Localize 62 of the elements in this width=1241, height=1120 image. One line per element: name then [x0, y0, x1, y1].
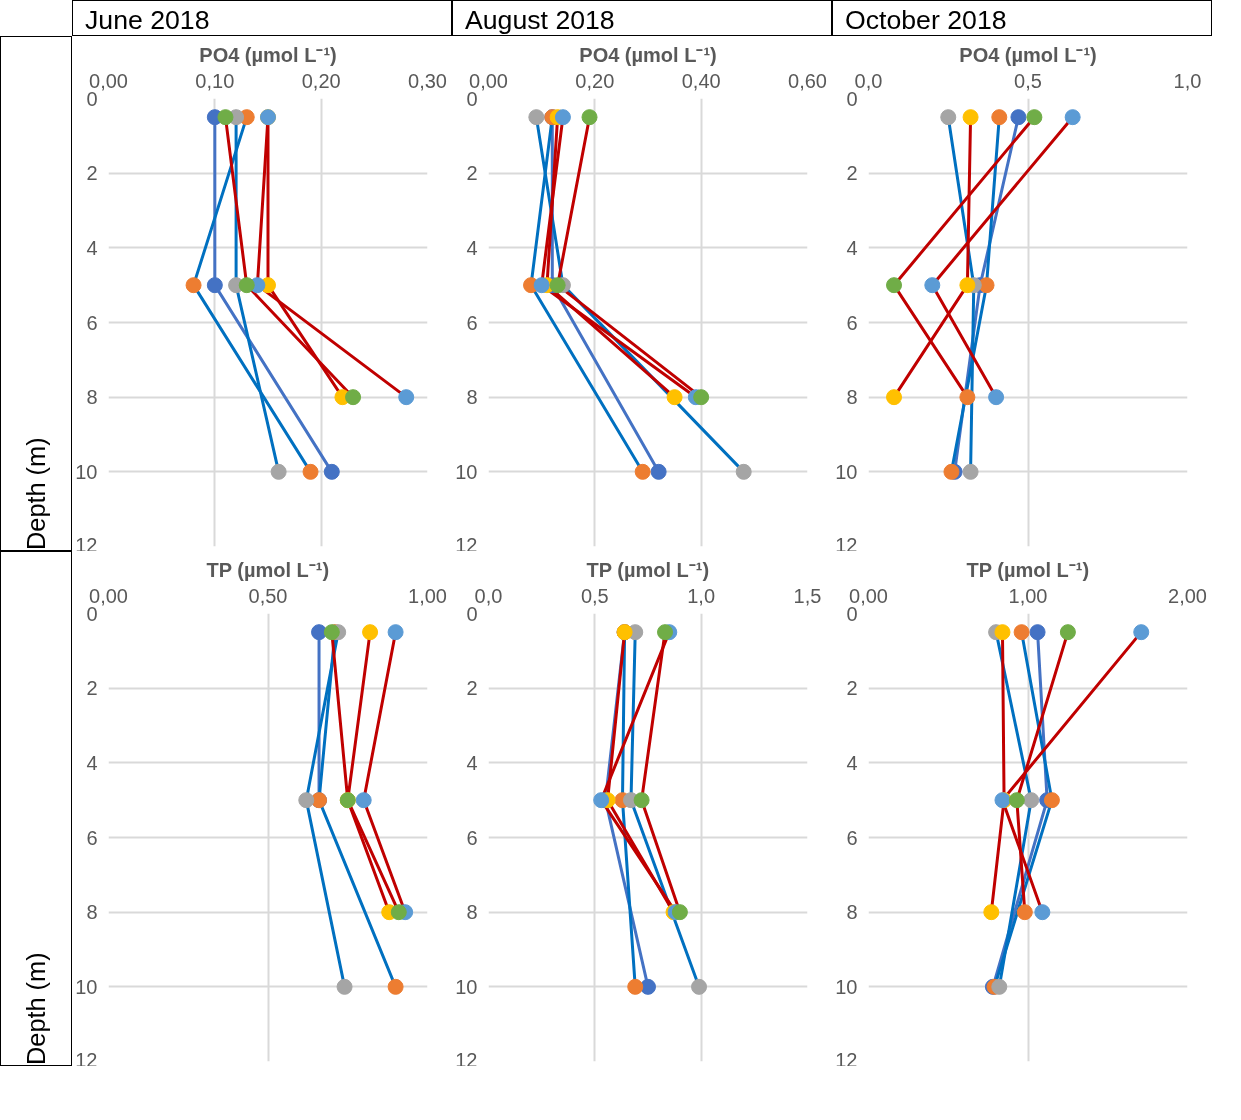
y-tick-label: 12 [835, 1048, 858, 1071]
chart-subtitle: August 2018 [465, 4, 615, 37]
y-tick-label: 6 [846, 826, 858, 849]
chart-title: PO4 (µmol L⁻¹) [199, 43, 337, 66]
x-tick-label: 2,00 [1168, 584, 1207, 607]
x-tick-label: 0,10 [195, 69, 235, 92]
y-tick-label: 4 [466, 236, 478, 259]
y-tick-label: 4 [86, 751, 98, 774]
x-tick-label: 0,5 [580, 584, 609, 607]
chart-subtitle: October 2018 [845, 4, 1007, 37]
y-tick-label: 4 [846, 751, 858, 774]
y-tick-label: 6 [466, 311, 478, 334]
y-tick-label: 10 [455, 975, 478, 998]
y-tick-label: 12 [455, 533, 478, 556]
y-tick-label: 10 [835, 975, 858, 998]
y-tick-label: 2 [86, 677, 98, 700]
x-tick-label: 1,5 [793, 584, 822, 607]
y-tick-label: 12 [75, 533, 98, 556]
y-tick-label: 12 [455, 1048, 478, 1071]
x-tick-label: 1,0 [1173, 69, 1202, 92]
chart-title: PO4 (µmol L⁻¹) [579, 43, 717, 66]
chart-subtitle: June 2018 [85, 4, 210, 37]
x-tick-label: 0,50 [248, 584, 288, 607]
y-tick-label: 8 [86, 386, 98, 409]
y-tick-label: 8 [846, 901, 858, 924]
y-tick-label: 8 [466, 386, 478, 409]
x-tick-label: 0,40 [681, 69, 721, 92]
chart-title: TP (µmol L⁻¹) [206, 558, 330, 581]
y-tick-label: 8 [86, 901, 98, 924]
chart-title: TP (µmol L⁻¹) [966, 558, 1090, 581]
y-tick-label: 6 [846, 311, 858, 334]
y-tick-label: 6 [86, 826, 98, 849]
y-tick-label: 10 [835, 460, 858, 483]
y-tick-label: 2 [846, 162, 858, 185]
x-tick-label: 0,20 [575, 69, 615, 92]
y-tick-label: 8 [466, 901, 478, 924]
y-tick-label: 12 [835, 533, 858, 556]
y-tick-label: 2 [466, 677, 478, 700]
y-tick-label: 10 [75, 975, 98, 998]
x-tick-label: 0,5 [1014, 69, 1042, 92]
y-tick-label: 2 [846, 677, 858, 700]
y-tick-label: 2 [466, 162, 478, 185]
y-tick-label: 8 [846, 386, 858, 409]
y-tick-label: 10 [75, 460, 98, 483]
chart-title: PO4 (µmol L⁻¹) [959, 43, 1097, 66]
x-tick-label: 1,00 [408, 584, 447, 607]
x-tick-label: 0,60 [788, 69, 827, 92]
y-tick-label: 12 [75, 1048, 98, 1071]
y-tick-label: 4 [86, 236, 98, 259]
x-tick-label: 1,00 [1008, 584, 1048, 607]
y-axis-title: Depth (m) [20, 437, 51, 550]
x-tick-label: 0,30 [408, 69, 447, 92]
y-tick-label: 6 [466, 826, 478, 849]
y-tick-label: 6 [86, 311, 98, 334]
x-tick-label: 1,0 [687, 584, 716, 607]
y-tick-label: 4 [846, 236, 858, 259]
y-tick-label: 10 [455, 460, 478, 483]
x-tick-label: 0,20 [301, 69, 341, 92]
y-tick-label: 4 [466, 751, 478, 774]
y-axis-title: Depth (m) [20, 952, 51, 1065]
chart-title: TP (µmol L⁻¹) [586, 558, 710, 581]
y-tick-label: 2 [86, 162, 98, 185]
